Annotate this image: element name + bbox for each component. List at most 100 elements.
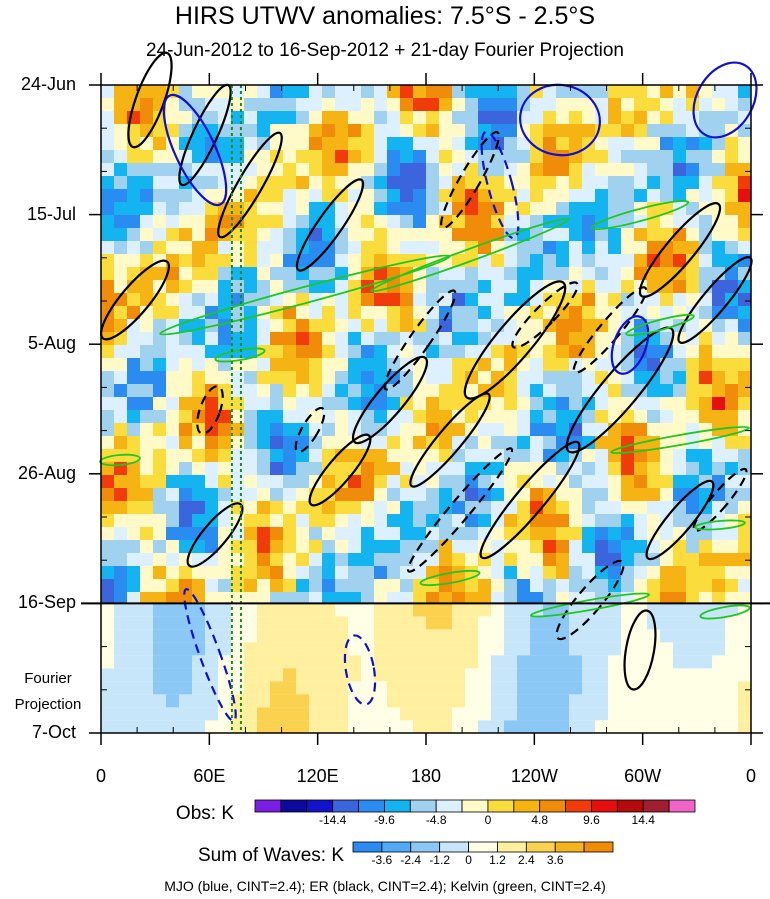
obs-cell [686, 358, 699, 371]
obs-cell [205, 579, 218, 592]
obs-cell [634, 384, 647, 397]
wave-cell [543, 642, 556, 656]
obs-cell [608, 384, 621, 397]
obs-cell [647, 501, 660, 514]
obs-cell [530, 150, 543, 163]
obs-cell [660, 501, 673, 514]
obs-cell [335, 436, 348, 449]
obs-cell [439, 345, 452, 358]
wave-cell [452, 603, 465, 617]
obs-cell [218, 332, 231, 345]
obs-cell [621, 280, 634, 293]
obs-cell [478, 228, 491, 241]
obs-cell [634, 540, 647, 553]
wave-cell [465, 603, 478, 617]
wave-cell [387, 720, 400, 733]
waves-colorbar-box [381, 841, 412, 853]
wave-cell [582, 681, 595, 695]
wave-cell [309, 707, 322, 721]
obs-cell [231, 410, 244, 423]
obs-cell [595, 475, 608, 488]
wave-cell [374, 681, 387, 695]
obs-cell [699, 150, 712, 163]
obs-cell [309, 371, 322, 384]
wave-cell [634, 642, 647, 656]
obs-cell [153, 462, 166, 475]
obs-cell [465, 215, 478, 228]
obs-cell [127, 540, 140, 553]
wave-cell [738, 694, 751, 708]
obs-cell [491, 410, 504, 423]
wave-cell [582, 694, 595, 708]
obs-cell [348, 579, 361, 592]
obs-cell [725, 241, 738, 254]
obs-cell [270, 111, 283, 124]
obs-cell [348, 124, 361, 137]
obs-cell [335, 241, 348, 254]
obs-cell [231, 202, 244, 215]
obs-cell [101, 579, 114, 592]
obs-cell [361, 358, 374, 371]
obs-cell [205, 410, 218, 423]
obs-cell [231, 150, 244, 163]
wave-cell [179, 642, 192, 656]
obs-cell [621, 579, 634, 592]
obs-cell [387, 319, 400, 332]
obs-cell [478, 371, 491, 384]
obs-cell [530, 410, 543, 423]
obs-cell [556, 332, 569, 345]
obs-cell [504, 189, 517, 202]
obs-cell [517, 150, 530, 163]
obs-cell [218, 423, 231, 436]
obs-cell [244, 462, 257, 475]
obs-cell [504, 254, 517, 267]
wave-cell [634, 681, 647, 695]
obs-cell [244, 241, 257, 254]
obs-cell [530, 163, 543, 176]
obs-cell [699, 579, 712, 592]
wave-cell [400, 616, 413, 630]
obs-cell [231, 592, 244, 604]
wave-cell [686, 642, 699, 656]
obs-cell [608, 553, 621, 566]
obs-cell [608, 150, 621, 163]
obs-cell [543, 163, 556, 176]
obs-cell [140, 579, 153, 592]
obs-cell [686, 527, 699, 540]
black-wave-contour [511, 281, 579, 349]
wave-cell [296, 629, 309, 643]
wave-cell [140, 642, 153, 656]
obs-cell [608, 111, 621, 124]
waves-colorbar-box [468, 841, 498, 853]
obs-cell [491, 592, 504, 604]
obs-cell [556, 267, 569, 280]
obs-cell [582, 371, 595, 384]
obs-cell [205, 358, 218, 371]
obs-cell [465, 384, 478, 397]
obs-cell [725, 566, 738, 579]
obs-cell [699, 397, 712, 410]
wave-cell [400, 642, 413, 656]
obs-cell [192, 280, 205, 293]
obs-cell [634, 254, 647, 267]
obs-cell [491, 423, 504, 436]
obs-cell [465, 163, 478, 176]
obs-cell [101, 410, 114, 423]
obs-cell [738, 150, 751, 163]
obs-cell [517, 111, 530, 124]
obs-cell [439, 397, 452, 410]
obs-cell [114, 358, 127, 371]
obs-cell [634, 423, 647, 436]
obs-cell [166, 202, 179, 215]
obs-cell [595, 111, 608, 124]
obs-cell [647, 423, 660, 436]
obs-cell [387, 85, 400, 98]
obs-cell [712, 111, 725, 124]
obs-cell [296, 358, 309, 371]
obs-cell [153, 553, 166, 566]
obs-cell [439, 176, 452, 189]
wave-cell [686, 655, 699, 669]
wave-cell [114, 642, 127, 656]
obs-cell [452, 150, 465, 163]
wave-cell [205, 642, 218, 656]
